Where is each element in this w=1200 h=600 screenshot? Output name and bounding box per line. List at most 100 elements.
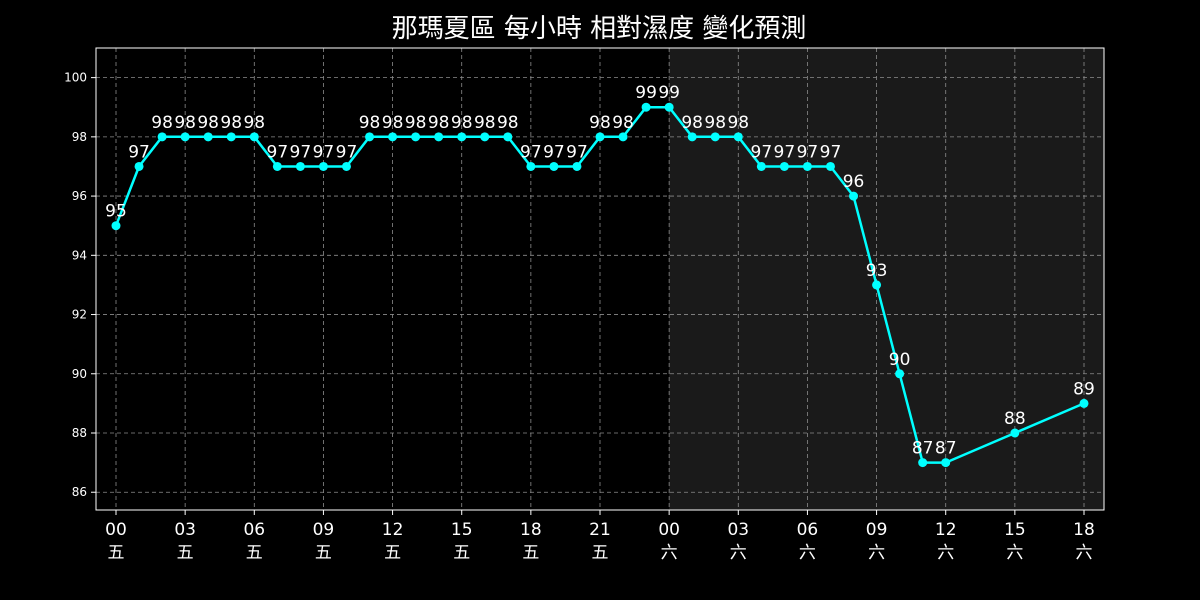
x-tick-time-label: 06 [243, 520, 265, 540]
data-label: 98 [359, 113, 381, 133]
data-point [180, 132, 190, 142]
x-tick-time-label: 09 [866, 520, 888, 540]
data-point [203, 132, 213, 142]
data-label: 97 [290, 142, 312, 162]
x-tick-day-label: 五 [246, 543, 263, 563]
x-tick-time-label: 18 [520, 520, 542, 540]
data-label: 97 [820, 142, 842, 162]
data-label: 98 [681, 113, 703, 133]
x-tick-day-label: 五 [453, 543, 470, 563]
x-tick-time-label: 03 [727, 520, 749, 540]
data-label: 98 [727, 113, 749, 133]
data-point [825, 161, 835, 171]
data-point [526, 161, 536, 171]
x-tick-day-label: 六 [799, 543, 816, 563]
y-tick-label: 88 [72, 426, 87, 440]
x-tick-time-label: 15 [1004, 520, 1026, 540]
data-label: 99 [635, 83, 657, 103]
data-point [480, 132, 490, 142]
data-point [365, 132, 375, 142]
data-label: 98 [612, 113, 634, 133]
x-tick-day-label: 五 [108, 543, 125, 563]
x-tick-day-label: 五 [384, 543, 401, 563]
data-label: 99 [658, 83, 680, 103]
x-tick-day-label: 六 [1006, 543, 1023, 563]
data-point [111, 221, 121, 231]
data-point [295, 161, 305, 171]
data-label: 97 [336, 142, 358, 162]
data-label: 98 [382, 113, 404, 133]
data-point [411, 132, 421, 142]
y-tick-label: 96 [72, 189, 87, 203]
data-point [249, 132, 259, 142]
x-tick-day-label: 六 [868, 543, 885, 563]
data-label: 97 [774, 142, 796, 162]
data-point [388, 132, 398, 142]
data-label: 89 [1073, 379, 1095, 399]
x-tick-time-label: 00 [105, 520, 127, 540]
data-label: 87 [935, 439, 957, 459]
chart-title: 那瑪夏區 每小時 相對濕度 變化預測 [392, 14, 807, 44]
data-point [618, 132, 628, 142]
y-tick-label: 86 [72, 485, 87, 499]
data-point [802, 161, 812, 171]
x-tick-day-label: 六 [661, 543, 678, 563]
x-tick-time-label: 00 [658, 520, 680, 540]
x-tick-day-label: 五 [522, 543, 539, 563]
data-point [710, 132, 720, 142]
data-label: 97 [520, 142, 542, 162]
data-point [226, 132, 236, 142]
x-tick-day-label: 五 [592, 543, 609, 563]
data-point [664, 102, 674, 112]
data-point [941, 458, 951, 468]
data-label: 90 [889, 350, 911, 370]
data-label: 98 [704, 113, 726, 133]
data-label: 95 [105, 202, 127, 222]
data-point [434, 132, 444, 142]
data-label: 97 [128, 142, 150, 162]
data-label: 97 [751, 142, 773, 162]
data-label: 93 [866, 261, 888, 281]
data-point [457, 132, 467, 142]
data-label: 88 [1004, 409, 1026, 429]
data-label: 87 [912, 439, 934, 459]
data-point [549, 161, 559, 171]
data-point [272, 161, 282, 171]
x-tick-day-label: 五 [177, 543, 194, 563]
data-point [134, 161, 144, 171]
y-tick-label: 100 [64, 71, 87, 85]
y-tick-label: 98 [72, 130, 87, 144]
data-point [779, 161, 789, 171]
data-point [756, 161, 766, 171]
y-tick-label: 92 [72, 308, 87, 322]
data-point [157, 132, 167, 142]
data-label: 98 [428, 113, 450, 133]
x-tick-time-label: 12 [935, 520, 957, 540]
data-label: 96 [843, 172, 865, 192]
data-point [687, 132, 697, 142]
x-tick-day-label: 六 [937, 543, 954, 563]
data-label: 98 [589, 113, 611, 133]
x-tick-day-label: 六 [730, 543, 747, 563]
x-tick-day-label: 六 [1076, 543, 1093, 563]
data-point [895, 369, 905, 379]
data-label: 97 [313, 142, 335, 162]
data-point [595, 132, 605, 142]
y-tick-label: 90 [72, 367, 87, 381]
data-label: 97 [797, 142, 819, 162]
data-label: 98 [174, 113, 196, 133]
x-tick-time-label: 06 [797, 520, 819, 540]
x-tick-time-label: 15 [451, 520, 473, 540]
data-label: 97 [267, 142, 289, 162]
data-label: 98 [220, 113, 242, 133]
x-tick-day-label: 五 [315, 543, 332, 563]
data-point [918, 458, 928, 468]
x-tick-time-label: 09 [313, 520, 335, 540]
x-tick-time-label: 03 [174, 520, 196, 540]
y-tick-label: 94 [72, 248, 87, 262]
data-label: 97 [566, 142, 588, 162]
data-point [318, 161, 328, 171]
data-point [733, 132, 743, 142]
data-point [1010, 428, 1020, 438]
